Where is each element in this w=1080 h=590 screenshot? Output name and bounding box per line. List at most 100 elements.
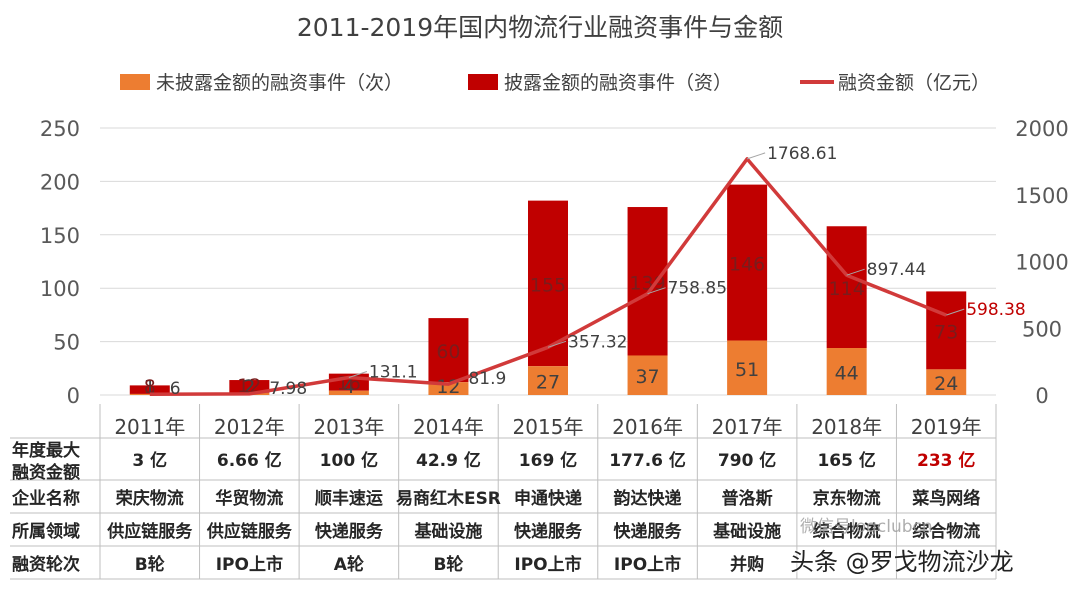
table-cell: IPO上市 <box>614 554 681 575</box>
bar-disclosed <box>627 207 668 356</box>
table-row-header: 年度最大 <box>12 440 80 461</box>
line-label-leader <box>746 152 766 160</box>
x-tick-label: 2012年 <box>214 415 285 439</box>
table-cell: IPO上市 <box>216 554 283 575</box>
table-cell: 3 亿 <box>132 450 167 471</box>
line-label-leader <box>547 340 567 348</box>
table-cell: 易商红木ESR <box>396 488 501 509</box>
y-right-tick-label: 1000 <box>1015 251 1068 275</box>
legend-swatch-disclosed <box>468 74 498 90</box>
table-cell: 并购 <box>730 554 764 575</box>
table-cell: 基础设施 <box>712 521 781 542</box>
x-tick-label: 2011年 <box>114 415 185 439</box>
table-cell: 基础设施 <box>413 521 482 542</box>
table-cell: 233 亿 <box>917 450 975 471</box>
bar-label-undisclosed: 44 <box>835 363 859 385</box>
watermark-toutiao: 头条 @罗戈物流沙龙 <box>790 548 1014 576</box>
bar-undisclosed <box>129 393 170 395</box>
table-cell: B轮 <box>433 554 463 575</box>
table-cell: 京东物流 <box>813 488 881 509</box>
table-cell: 42.9 亿 <box>416 450 481 471</box>
legend-swatch-undisclosed <box>120 74 150 90</box>
x-tick-label: 2016年 <box>612 415 683 439</box>
line-label-amount: 897.44 <box>867 260 926 280</box>
bar-disclosed <box>826 226 867 349</box>
bar-label-undisclosed: 4 <box>343 376 355 398</box>
table-cell: 177.6 亿 <box>609 450 686 471</box>
x-tick-label: 2013年 <box>313 415 384 439</box>
table-cell: 韵达快递 <box>614 488 682 509</box>
bar-label-undisclosed: 37 <box>635 366 659 388</box>
x-tick-label: 2019年 <box>911 415 982 439</box>
table-cell: 790 亿 <box>718 450 776 471</box>
line-label-amount: 81.9 <box>468 369 506 389</box>
bar-label-disclosed: 146 <box>729 254 765 276</box>
line-label-leader <box>348 371 368 378</box>
x-tick-label: 2018年 <box>811 415 882 439</box>
table-cell: 169 亿 <box>519 450 577 471</box>
bar-disclosed <box>727 184 768 341</box>
x-tick-label: 2015年 <box>513 415 584 439</box>
bar-label-disclosed: 73 <box>934 321 958 343</box>
table-row-header: 所属领域 <box>12 521 80 542</box>
table-cell: 菜鸟网络 <box>911 488 980 509</box>
bar-undisclosed <box>428 382 469 395</box>
table-row-header: 融资金额 <box>12 462 80 483</box>
y-right-tick-label: 2000 <box>1015 117 1068 141</box>
bar-undisclosed <box>727 340 768 395</box>
bar-label-disclosed: 155 <box>530 274 566 296</box>
y-left-tick-label: 0 <box>67 384 80 408</box>
y-left-tick-label: 200 <box>40 170 80 194</box>
legend-label-undisclosed: 未披露金额的融资事件（次） <box>156 72 403 94</box>
bar-disclosed <box>428 318 469 383</box>
y-right-tick-label: 500 <box>1022 317 1062 341</box>
table-cell: 快递服务 <box>315 521 384 542</box>
watermark-wechat: 微信号logclubcn <box>800 517 933 537</box>
y-right-tick-label: 1500 <box>1015 184 1068 208</box>
table-cell: 供应链服务 <box>206 521 293 542</box>
table-cell: 申通快递 <box>514 488 582 509</box>
chart-title: 2011-2019年国内物流行业融资事件与金额 <box>297 13 783 42</box>
legend-label-amount: 融资金额（亿元） <box>838 72 990 94</box>
line-label-leader <box>647 287 666 295</box>
table-cell: B轮 <box>135 554 165 575</box>
bar-label-undisclosed: 24 <box>934 373 958 395</box>
line-label-amount: 357.32 <box>568 332 627 352</box>
table-cell: 165 亿 <box>817 450 875 471</box>
bar-undisclosed <box>528 366 568 395</box>
line-label-amount: 1768.61 <box>767 144 837 164</box>
line-label-amount: 598.38 <box>966 300 1025 320</box>
table-cell: 快递服务 <box>614 521 683 542</box>
bar-undisclosed <box>328 390 369 395</box>
y-left-tick-label: 100 <box>40 277 80 301</box>
bar-disclosed <box>926 291 967 370</box>
bar-label-disclosed: 114 <box>829 278 865 300</box>
table-cell: 顺丰速运 <box>315 488 383 509</box>
table-cell: 供应链服务 <box>106 521 193 542</box>
bar-label-undisclosed: 51 <box>735 359 759 381</box>
line-label-leader <box>946 308 965 316</box>
line-label-amount: 758.85 <box>668 279 727 299</box>
bar-undisclosed <box>926 369 967 395</box>
table-cell: 普洛斯 <box>722 488 773 509</box>
legend-label-disclosed: 披露金额的融资事件（资） <box>504 72 732 94</box>
bar-label-disclosed: 139 <box>629 272 665 294</box>
line-label-amount: 131.1 <box>369 362 418 382</box>
bar-label-disclosed: 8 <box>144 376 156 398</box>
y-left-tick-label: 250 <box>40 117 80 141</box>
y-left-tick-label: 50 <box>53 331 80 355</box>
line-label-amount: 7.98 <box>269 379 307 399</box>
table-row-header: 融资轮次 <box>12 554 80 575</box>
bar-undisclosed <box>826 348 867 395</box>
y-right-tick-label: 0 <box>1035 384 1048 408</box>
table-cell: IPO上市 <box>514 554 581 575</box>
table-cell: 华贸物流 <box>215 488 283 509</box>
bar-disclosed <box>229 380 270 393</box>
table-cell: 6.66 亿 <box>217 450 282 471</box>
table-cell: 100 亿 <box>320 450 378 471</box>
x-tick-label: 2017年 <box>712 415 783 439</box>
bar-label-undisclosed: 27 <box>536 372 560 394</box>
table-row-header: 企业名称 <box>11 488 80 509</box>
line-label-leader <box>846 268 865 276</box>
